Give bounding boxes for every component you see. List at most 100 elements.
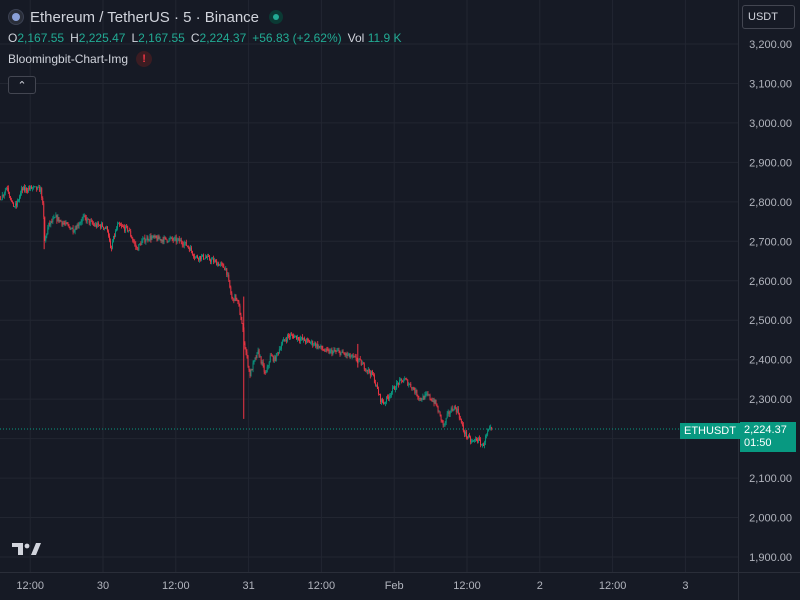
- candle-body: [0, 196, 1, 201]
- candle-body: [390, 395, 392, 397]
- open-value: 2,167.55: [17, 31, 65, 45]
- candle-body: [258, 350, 260, 357]
- candle-body: [193, 256, 195, 258]
- candle-body: [12, 202, 14, 207]
- candle-body: [250, 369, 252, 377]
- candle-body: [116, 228, 117, 231]
- candle-body: [387, 396, 388, 398]
- candle-body: [369, 372, 371, 376]
- candle-body: [137, 247, 139, 251]
- candle-body: [448, 411, 450, 414]
- indicator-legend[interactable]: Bloomingbit-Chart-Img !: [8, 51, 153, 67]
- candle-body: [343, 353, 345, 354]
- symbol-price-label: ETHUSDT: [680, 423, 740, 439]
- candle-body: [268, 362, 270, 366]
- candle-body: [9, 196, 11, 200]
- candle-body: [199, 256, 200, 260]
- candle-body: [18, 200, 19, 202]
- candle-body: [332, 351, 334, 355]
- candle-body: [145, 240, 147, 243]
- x-tick-label: 12:00: [308, 580, 336, 592]
- currency-selector[interactable]: USDT: [742, 5, 795, 29]
- candle-body: [406, 379, 408, 380]
- candle-body: [281, 341, 283, 345]
- candle-body: [181, 242, 183, 245]
- candle-body: [65, 222, 67, 224]
- collapse-legend-button[interactable]: ⌃: [8, 76, 36, 94]
- candle-body: [338, 350, 340, 352]
- candle-body: [326, 348, 328, 350]
- candle-body: [113, 235, 114, 243]
- candle-body: [115, 230, 116, 237]
- candle-body: [202, 254, 203, 257]
- candle-body: [279, 348, 281, 350]
- candle-body: [179, 240, 181, 242]
- candle-body: [124, 226, 126, 231]
- candle-body: [92, 223, 94, 225]
- candle-body: [264, 371, 266, 373]
- volume-value: 11.9 K: [367, 31, 402, 45]
- candle-body: [275, 353, 277, 361]
- candle-body: [341, 351, 343, 353]
- candle-body: [447, 411, 449, 414]
- y-tick-label: 2,100.00: [749, 473, 792, 485]
- candle-body: [91, 221, 93, 224]
- candle-body: [43, 203, 45, 217]
- candle-body: [286, 335, 288, 341]
- candle-body: [77, 224, 79, 227]
- candle-body: [411, 387, 413, 389]
- candle-body: [481, 444, 483, 446]
- close-label: C: [190, 31, 200, 45]
- candle-body: [361, 363, 363, 365]
- symbol-title[interactable]: Ethereum / TetherUS · 5 · Binance: [30, 8, 259, 26]
- candle-body: [155, 235, 157, 238]
- warning-icon[interactable]: !: [136, 51, 153, 67]
- candle-body: [339, 350, 341, 356]
- candle-body: [209, 256, 211, 260]
- candle-body: [472, 441, 473, 443]
- candle-body: [206, 257, 207, 259]
- candle-body: [291, 334, 292, 336]
- candle-body: [298, 337, 299, 340]
- candle-body: [54, 217, 56, 219]
- candle-body: [355, 356, 357, 360]
- candle-body: [460, 419, 462, 423]
- candle-body: [425, 394, 427, 395]
- candle-body: [403, 380, 405, 383]
- candle-body: [307, 339, 309, 340]
- chart-legend-title[interactable]: Ethereum / TetherUS · 5 · Binance: [8, 6, 283, 28]
- candle-body: [49, 222, 51, 225]
- candle-body: [322, 348, 324, 350]
- candle-body: [376, 384, 378, 390]
- tradingview-logo-icon[interactable]: [12, 542, 42, 561]
- candle-body: [78, 224, 80, 227]
- candle-body: [319, 346, 321, 348]
- candle-body: [148, 239, 150, 241]
- candle-body: [245, 348, 247, 353]
- candle-body: [144, 237, 146, 243]
- x-tick-label: 12:00: [16, 580, 44, 592]
- candle-body: [305, 340, 307, 343]
- candle-body: [213, 258, 215, 263]
- candle-body: [402, 380, 404, 383]
- candle-body: [112, 242, 113, 249]
- candle-body: [136, 246, 138, 248]
- candle-body: [35, 186, 37, 188]
- y-tick-label: 2,800.00: [749, 197, 792, 209]
- candle-body: [177, 238, 179, 240]
- candle-body: [480, 439, 481, 446]
- candle-body: [385, 402, 386, 404]
- candle-body: [215, 260, 217, 262]
- candle-body: [210, 259, 212, 262]
- candle-body: [479, 438, 480, 440]
- candle-body: [434, 400, 436, 404]
- indicator-name[interactable]: Bloomingbit-Chart-Img: [8, 52, 129, 66]
- candle-body: [373, 375, 375, 383]
- candle-body: [292, 334, 293, 336]
- candle-body: [335, 351, 337, 353]
- candle-body: [212, 258, 214, 260]
- ethereum-icon: [8, 9, 24, 25]
- candle-body: [491, 427, 493, 429]
- candle-body: [273, 356, 275, 362]
